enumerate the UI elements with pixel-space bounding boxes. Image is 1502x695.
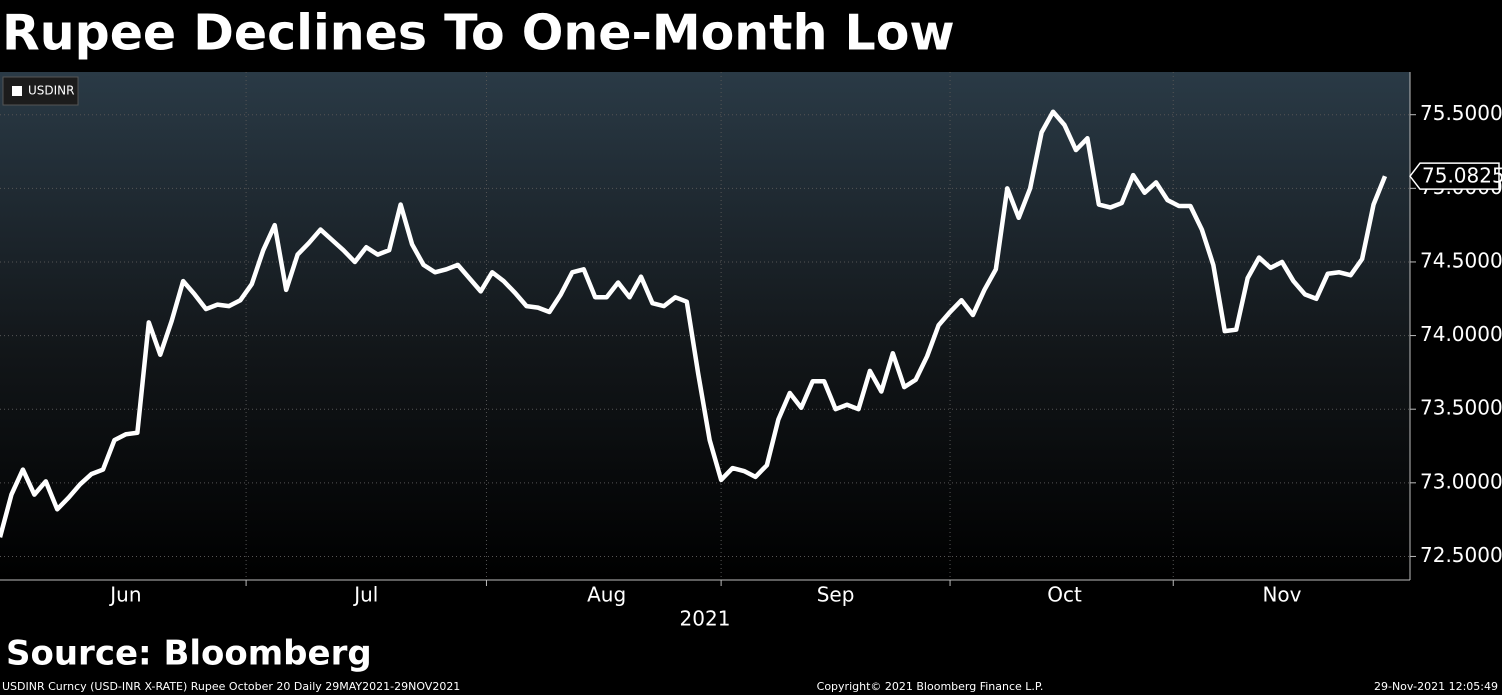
y-tick-label: 74.5000 — [1420, 248, 1502, 272]
footer-left: USDINR Curncy (USD-INR X-RATE) Rupee Oct… — [2, 680, 460, 693]
footer-center: Copyright© 2021 Bloomberg Finance L.P. — [817, 680, 1044, 693]
chart-title: Rupee Declines To One-Month Low — [2, 5, 955, 62]
plot-area — [0, 72, 1410, 580]
legend: USDINR — [2, 76, 79, 106]
y-tick-label: 72.5000 — [1420, 543, 1502, 567]
legend-label: USDINR — [28, 84, 75, 98]
x-tick-label: Aug — [587, 583, 626, 607]
y-tick-label: 75.5000 — [1420, 101, 1502, 125]
x-tick-label: Sep — [817, 583, 855, 607]
x-tick-label: Jun — [108, 583, 141, 607]
legend-swatch — [12, 86, 22, 96]
x-axis-label: 2021 — [680, 607, 731, 631]
y-tick-label: 73.5000 — [1420, 396, 1502, 420]
footer-right: 29-Nov-2021 12:05:49 — [1374, 680, 1498, 693]
y-tick-label: 74.0000 — [1420, 322, 1502, 346]
y-tick-label: 73.0000 — [1420, 469, 1502, 493]
source: Source: Bloomberg — [6, 634, 372, 674]
last-value-tag — [1409, 162, 1500, 190]
last-value-label: 75.0825 — [1422, 164, 1502, 188]
x-tick-label: Jul — [352, 583, 378, 607]
data-line — [0, 109, 1388, 538]
x-tick-label: Oct — [1047, 583, 1082, 607]
x-tick-label: Nov — [1262, 583, 1301, 607]
